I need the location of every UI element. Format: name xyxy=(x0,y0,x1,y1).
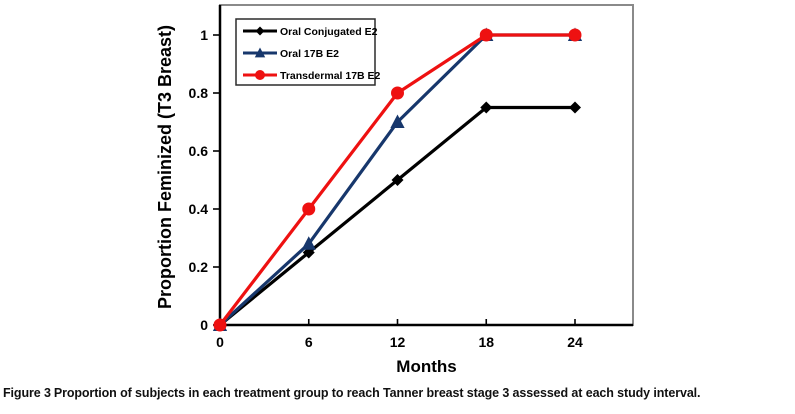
triangle-marker xyxy=(390,114,405,128)
legend: Oral Conjugated E2 Oral 17B E2 Transdermal… xyxy=(235,18,381,86)
y-tick-label: 1 xyxy=(200,27,208,43)
circle-marker xyxy=(255,70,265,80)
circle-marker xyxy=(479,28,493,42)
y-tick-label: 0.6 xyxy=(189,143,209,159)
circle-marker xyxy=(213,318,227,332)
x-axis-title: Months xyxy=(396,357,456,376)
circle-marker xyxy=(302,202,316,216)
x-tick-label: 18 xyxy=(478,334,494,350)
caption-prefix: Figure 3 xyxy=(3,386,51,400)
legend-label: Transdermal 17B E2 xyxy=(280,70,381,82)
caption-text: Proportion of subjects in each treatment… xyxy=(53,386,701,400)
triangle-marker xyxy=(301,236,316,250)
series-oral-conjugated-e2 xyxy=(214,101,581,331)
diamond-marker xyxy=(569,101,581,114)
diamond-marker xyxy=(255,26,265,36)
y-tick-label: 0.8 xyxy=(189,85,209,101)
y-axis-title: Proportion Feminized (T3 Breast) xyxy=(155,25,175,309)
y-tick-label: 0.2 xyxy=(189,259,209,275)
x-tick-label: 6 xyxy=(305,334,313,350)
x-tick-label: 0 xyxy=(216,334,224,350)
legend-label: Oral Conjugated E2 xyxy=(280,26,378,38)
y-tick-label: 0.4 xyxy=(189,201,209,217)
figure-caption: Figure 3 Proportion of subjects in each t… xyxy=(3,386,795,402)
triangle-marker xyxy=(254,47,266,58)
line-chart: 0 0.2 0.4 0.6 0.8 1 0 6 12 18 24 Proportion Feminiz… xyxy=(155,4,634,376)
y-tick-label: 0 xyxy=(200,317,208,333)
x-tick-label: 24 xyxy=(567,334,583,350)
series-transdermal-17b-e2 xyxy=(213,28,582,332)
diamond-marker xyxy=(391,174,404,186)
x-tick-label: 12 xyxy=(390,334,406,350)
diamond-marker xyxy=(480,101,493,114)
circle-marker xyxy=(391,86,404,100)
circle-marker xyxy=(568,28,582,42)
legend-label: Oral 17B E2 xyxy=(280,48,339,60)
